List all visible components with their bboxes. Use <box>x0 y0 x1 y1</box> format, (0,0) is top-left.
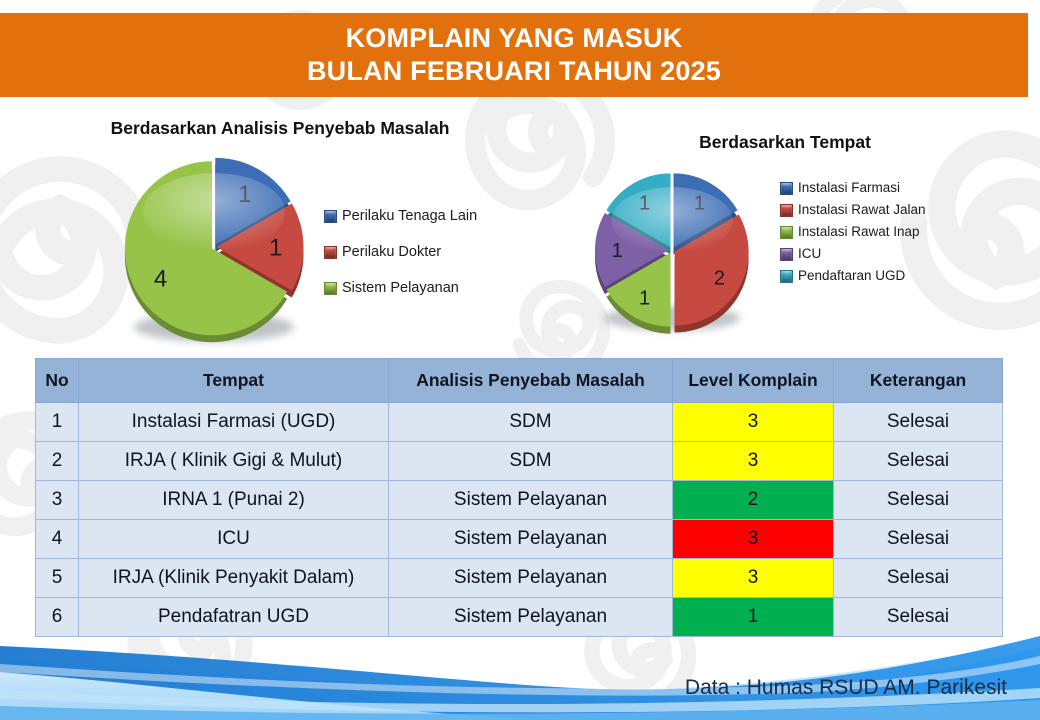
cell-tempat: ICU <box>78 519 389 559</box>
pie-slice-label: 4 <box>154 265 167 292</box>
cell-tempat: Instalasi Farmasi (UGD) <box>78 402 389 442</box>
legend-swatch-icon <box>780 225 793 239</box>
legend-item: Instalasi Rawat Inap <box>780 223 926 241</box>
legend-label: Perilaku Tenaga Lain <box>342 208 478 224</box>
cell-analisis: SDM <box>388 441 673 481</box>
cell-level: 2 <box>672 480 834 520</box>
col-header-level: Level Komplain <box>672 358 834 403</box>
cell-level: 3 <box>672 402 834 442</box>
cell-no: 5 <box>35 558 79 598</box>
col-header-no: No <box>35 358 79 403</box>
cell-keterangan: Selesai <box>833 402 1003 442</box>
cell-tempat: IRJA (Klinik Penyakit Dalam) <box>78 558 389 598</box>
table-header-row: No Tempat Analisis Penyebab Masalah Leve… <box>35 358 1003 403</box>
legend-swatch-icon <box>780 181 793 195</box>
cell-no: 2 <box>35 441 79 481</box>
legend-label: Perilaku Dokter <box>342 244 442 260</box>
cell-level: 3 <box>672 558 834 598</box>
legend-label: Instalasi Rawat Jalan <box>798 202 926 217</box>
complaint-table: No Tempat Analisis Penyebab Masalah Leve… <box>35 358 1003 637</box>
col-header-keterangan: Keterangan <box>833 358 1003 403</box>
table-row: 6 Pendafatran UGD Sistem Pelayanan 1 Selesai <box>35 597 1003 637</box>
legend-penyebab: Perilaku Tenaga Lain Perilaku Dokter Siste… <box>324 206 477 314</box>
cell-level: 3 <box>672 519 834 559</box>
data-source-credit: Data : Humas RSUD AM. Parikesit <box>684 676 1007 699</box>
legend-label: Instalasi Rawat Inap <box>798 224 920 239</box>
pie-chart-tempat: 12111 <box>595 173 749 334</box>
cell-analisis: Sistem Pelayanan <box>388 519 673 559</box>
legend-swatch-icon <box>780 247 793 261</box>
cell-keterangan: Selesai <box>833 558 1003 598</box>
cell-level: 1 <box>672 597 834 637</box>
cell-analisis: Sistem Pelayanan <box>388 597 673 637</box>
cell-tempat: IRNA 1 (Punai 2) <box>78 480 389 520</box>
footer-wave-decoration <box>0 636 1040 720</box>
table-row: 2 IRJA ( Klinik Gigi & Mulut) SDM 3 Selesai <box>35 441 1003 481</box>
pie-slice-label: 1 <box>269 235 282 262</box>
pie-slice-label: 1 <box>639 288 650 310</box>
legend-item: Sistem Pelayanan <box>324 278 477 299</box>
legend-label: Pendaftaran UGD <box>798 268 906 283</box>
legend-swatch-icon <box>780 269 793 283</box>
legend-item: Perilaku Tenaga Lain <box>324 206 477 227</box>
table-row: 3 IRNA 1 (Punai 2) Sistem Pelayanan 2 Selesa… <box>35 480 1003 520</box>
legend-swatch-icon <box>324 282 337 295</box>
legend-label: Instalasi Farmasi <box>798 180 901 195</box>
title-banner: KOMPLAIN YANG MASUK BULAN FEBRUARI TAHUN… <box>0 13 1028 97</box>
cell-no: 4 <box>35 519 79 559</box>
col-header-tempat: Tempat <box>78 358 389 403</box>
cell-analisis: Sistem Pelayanan <box>388 480 673 520</box>
cell-no: 1 <box>35 402 79 442</box>
cell-tempat: IRJA ( Klinik Gigi & Mulut) <box>78 441 389 481</box>
cell-keterangan: Selesai <box>833 519 1003 559</box>
legend-item: Instalasi Rawat Jalan <box>780 201 926 219</box>
cell-keterangan: Selesai <box>833 441 1003 481</box>
legend-item: Instalasi Farmasi <box>780 179 926 197</box>
legend-item: Pendaftaran UGD <box>780 267 926 285</box>
cell-keterangan: Selesai <box>833 597 1003 637</box>
legend-tempat: Instalasi Farmasi Instalasi Rawat Jalan In… <box>780 179 926 289</box>
legend-item: Perilaku Dokter <box>324 242 477 263</box>
table-row: 5 IRJA (Klinik Penyakit Dalam) Sistem Pela… <box>35 558 1003 598</box>
cell-no: 6 <box>35 597 79 637</box>
pie-slice-label: 1 <box>612 240 623 262</box>
table-row: 1 Instalasi Farmasi (UGD) SDM 3 Selesai <box>35 402 1003 442</box>
cell-no: 3 <box>35 480 79 520</box>
cell-keterangan: Selesai <box>833 480 1003 520</box>
table-row: 4 ICU Sistem Pelayanan 3 Selesai <box>35 519 1003 559</box>
cell-analisis: SDM <box>388 402 673 442</box>
cell-analisis: Sistem Pelayanan <box>388 558 673 598</box>
chart-title-tempat: Berdasarkan Tempat <box>699 132 871 152</box>
complaint-table-wrap: No Tempat Analisis Penyebab Masalah Leve… <box>35 358 1003 637</box>
slide-title-line1: KOMPLAIN YANG MASUK <box>345 23 683 53</box>
cell-tempat: Pendafatran UGD <box>78 597 389 637</box>
legend-label: Sistem Pelayanan <box>342 280 459 296</box>
legend-swatch-icon <box>324 246 337 259</box>
slide-title-line2: BULAN FEBRUARI TAHUN 2025 <box>306 56 722 86</box>
pie-chart-penyebab: 114 <box>124 157 304 343</box>
chart-title-penyebab: Berdasarkan Analisis Penyebab Masalah <box>110 118 450 138</box>
legend-item: ICU <box>780 245 926 263</box>
legend-swatch-icon <box>324 210 337 223</box>
cell-level: 3 <box>672 441 834 481</box>
pie-slice-label: 2 <box>714 268 725 290</box>
legend-label: ICU <box>798 246 822 261</box>
col-header-analisis: Analisis Penyebab Masalah <box>388 358 673 403</box>
legend-swatch-icon <box>780 203 793 217</box>
